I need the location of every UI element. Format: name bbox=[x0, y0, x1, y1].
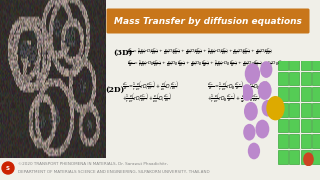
Bar bbox=[278, 134, 288, 148]
Text: $+\frac{1}{r}\frac{\partial}{\partial r}\!\left(rD_B\frac{\partial C_B}{\partial: $+\frac{1}{r}\frac{\partial}{\partial r}… bbox=[207, 91, 261, 105]
Bar bbox=[289, 150, 299, 163]
Circle shape bbox=[260, 61, 272, 78]
Bar bbox=[278, 87, 288, 101]
Bar bbox=[278, 119, 288, 132]
Circle shape bbox=[267, 97, 284, 120]
Circle shape bbox=[241, 84, 253, 101]
Bar bbox=[312, 119, 320, 132]
Bar bbox=[312, 87, 320, 101]
Bar bbox=[301, 150, 311, 163]
Circle shape bbox=[304, 153, 313, 166]
Bar bbox=[278, 103, 288, 116]
Circle shape bbox=[262, 100, 274, 116]
Bar bbox=[301, 119, 311, 132]
Circle shape bbox=[258, 81, 272, 100]
Text: $+\frac{1}{r}\frac{\partial}{\partial r}\!\left(rD_i\frac{\partial C_i}{\partial: $+\frac{1}{r}\frac{\partial}{\partial r}… bbox=[122, 91, 172, 105]
Text: $\frac{\partial C_i}{\partial t}=\frac{1}{r}\frac{\partial}{\partial r}\!\left(r: $\frac{\partial C_i}{\partial t}=\frac{1… bbox=[127, 46, 273, 58]
Circle shape bbox=[2, 162, 14, 174]
Bar bbox=[289, 103, 299, 116]
Text: DEPARTMENT OF MATERIALS SCIENCE AND ENGINEERING, SILPAKORN UNIVERSITY, THAILAND: DEPARTMENT OF MATERIALS SCIENCE AND ENGI… bbox=[18, 170, 210, 174]
Bar bbox=[289, 72, 299, 85]
Bar bbox=[312, 150, 320, 163]
Bar bbox=[312, 134, 320, 148]
Bar bbox=[278, 150, 288, 163]
Text: $\frac{\partial C_B}{\partial t}=\frac{1}{r}\frac{\partial}{\partial r}\!\left(r: $\frac{\partial C_B}{\partial t}=\frac{1… bbox=[127, 58, 286, 70]
Circle shape bbox=[255, 120, 269, 138]
Bar bbox=[289, 87, 299, 101]
Bar bbox=[289, 119, 299, 132]
Circle shape bbox=[248, 143, 260, 159]
Text: S: S bbox=[6, 165, 10, 170]
Circle shape bbox=[243, 124, 255, 141]
Bar bbox=[312, 56, 320, 69]
Bar bbox=[301, 103, 311, 116]
Bar bbox=[301, 134, 311, 148]
Bar bbox=[312, 103, 320, 116]
Text: $\frac{\partial C_i}{\partial t}=\frac{1}{r}\frac{\partial}{\partial r}\!\left(r: $\frac{\partial C_i}{\partial t}=\frac{1… bbox=[122, 80, 179, 93]
Text: Mass Transfer by diffusion equations: Mass Transfer by diffusion equations bbox=[114, 17, 302, 26]
Bar bbox=[278, 56, 288, 69]
Circle shape bbox=[244, 102, 258, 121]
Text: (3D): (3D) bbox=[113, 49, 132, 57]
Bar bbox=[289, 56, 299, 69]
Bar bbox=[301, 72, 311, 85]
FancyBboxPatch shape bbox=[107, 8, 309, 33]
Bar bbox=[312, 72, 320, 85]
Bar bbox=[301, 56, 311, 69]
Bar bbox=[301, 87, 311, 101]
Bar bbox=[289, 134, 299, 148]
Circle shape bbox=[245, 63, 260, 84]
Text: (2D): (2D) bbox=[105, 86, 124, 94]
Text: $\frac{\partial C_B}{\partial t}=\frac{1}{r}\frac{\partial}{\partial r}\!\left(r: $\frac{\partial C_B}{\partial t}=\frac{1… bbox=[207, 80, 269, 93]
Bar bbox=[278, 72, 288, 85]
Text: ©2020 TRANSPORT PHENOMENA IN MATERIALS, Dr. Sarawut Phaadichitr,: ©2020 TRANSPORT PHENOMENA IN MATERIALS, … bbox=[18, 162, 168, 166]
